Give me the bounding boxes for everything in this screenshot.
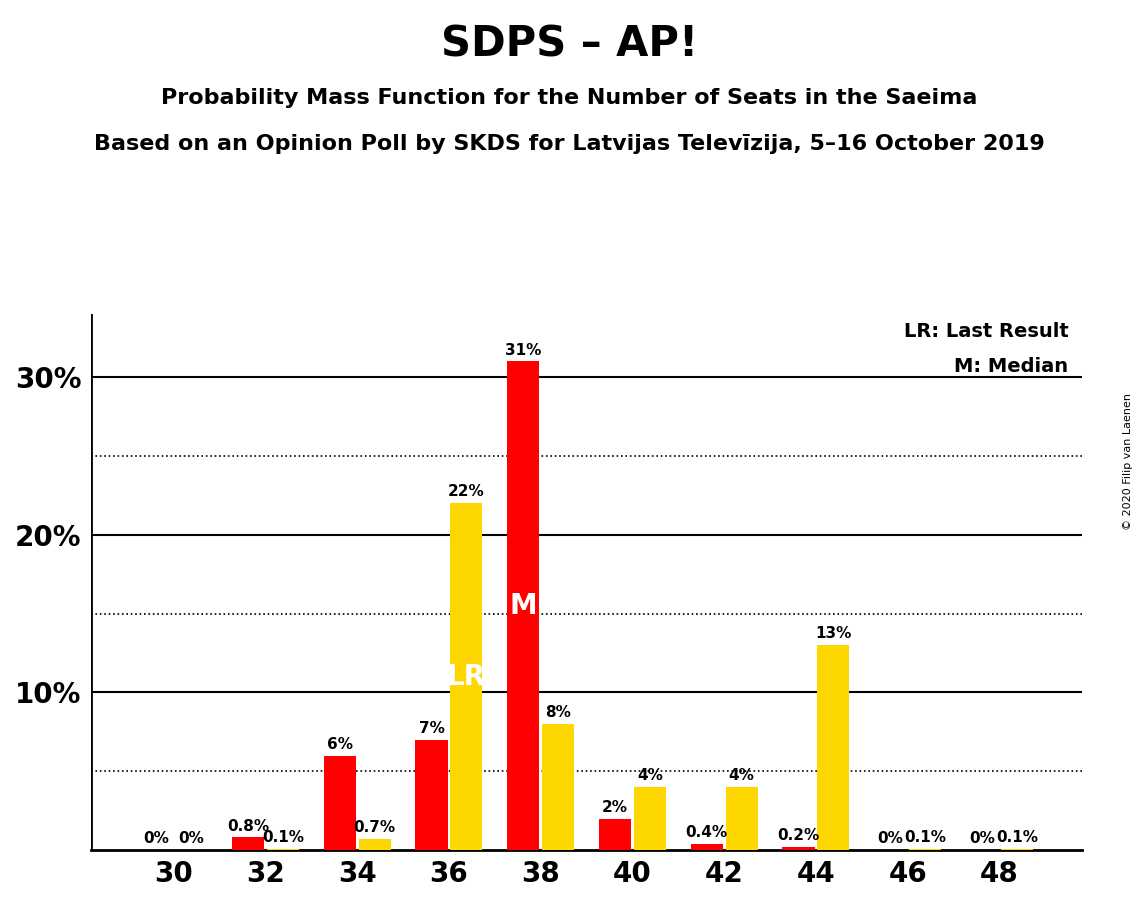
- Text: Probability Mass Function for the Number of Seats in the Saeima: Probability Mass Function for the Number…: [162, 88, 977, 108]
- Text: 0.1%: 0.1%: [995, 830, 1038, 845]
- Text: 0.2%: 0.2%: [778, 828, 820, 843]
- Text: 0.8%: 0.8%: [227, 819, 269, 833]
- Bar: [267, 848, 298, 850]
- Text: 2%: 2%: [603, 799, 628, 815]
- Bar: [599, 819, 631, 850]
- Text: M: M: [509, 591, 538, 620]
- Text: 4%: 4%: [637, 768, 663, 784]
- Bar: [416, 740, 448, 850]
- Text: 13%: 13%: [816, 626, 852, 641]
- Text: SDPS – AP!: SDPS – AP!: [441, 23, 698, 65]
- Bar: [232, 837, 264, 850]
- Text: 7%: 7%: [419, 721, 444, 736]
- Bar: [542, 724, 574, 850]
- Bar: [782, 847, 814, 850]
- Text: 0.1%: 0.1%: [904, 830, 947, 845]
- Bar: [507, 361, 540, 850]
- Bar: [726, 787, 757, 850]
- Text: 0%: 0%: [178, 832, 204, 846]
- Bar: [1001, 848, 1033, 850]
- Text: 0%: 0%: [969, 832, 995, 846]
- Text: 0.4%: 0.4%: [686, 825, 728, 840]
- Text: M: Median: M: Median: [954, 357, 1068, 376]
- Bar: [450, 504, 483, 850]
- Bar: [909, 848, 941, 850]
- Text: 8%: 8%: [546, 705, 571, 720]
- Text: 0.1%: 0.1%: [262, 830, 304, 845]
- Text: 31%: 31%: [505, 343, 541, 358]
- Text: LR: LR: [446, 663, 486, 691]
- Text: © 2020 Filip van Laenen: © 2020 Filip van Laenen: [1123, 394, 1133, 530]
- Bar: [633, 787, 666, 850]
- Text: 0%: 0%: [877, 832, 903, 846]
- Text: 0%: 0%: [144, 832, 170, 846]
- Bar: [323, 756, 355, 850]
- Bar: [690, 844, 723, 850]
- Text: 6%: 6%: [327, 736, 353, 751]
- Text: 0.7%: 0.7%: [353, 821, 395, 835]
- Bar: [818, 645, 850, 850]
- Text: LR: Last Result: LR: Last Result: [903, 322, 1068, 341]
- Text: 22%: 22%: [448, 484, 485, 499]
- Bar: [359, 839, 391, 850]
- Text: Based on an Opinion Poll by SKDS for Latvijas Televīzija, 5–16 October 2019: Based on an Opinion Poll by SKDS for Lat…: [95, 134, 1044, 154]
- Text: 4%: 4%: [729, 768, 754, 784]
